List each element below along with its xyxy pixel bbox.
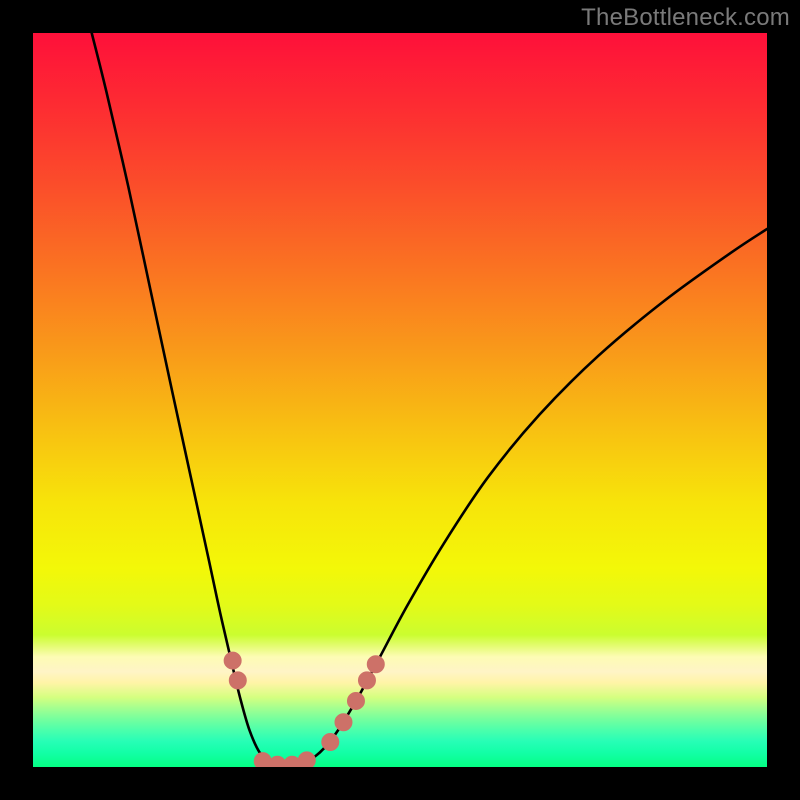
plot-area: [33, 33, 767, 767]
marker-dot: [347, 692, 364, 709]
marker-dot: [298, 752, 315, 767]
marker-dot: [358, 672, 375, 689]
watermark-label: TheBottleneck.com: [581, 4, 790, 32]
marker-dot: [229, 672, 246, 689]
marker-dot: [335, 714, 352, 731]
marker-dot: [224, 652, 241, 669]
curves-layer: [33, 33, 767, 767]
curve-left-branch: [92, 33, 276, 766]
marker-dot: [322, 734, 339, 751]
marker-group: [224, 652, 384, 767]
chart-container: TheBottleneck.com: [0, 0, 800, 800]
curve-right-branch: [275, 229, 767, 766]
marker-dot: [367, 656, 384, 673]
